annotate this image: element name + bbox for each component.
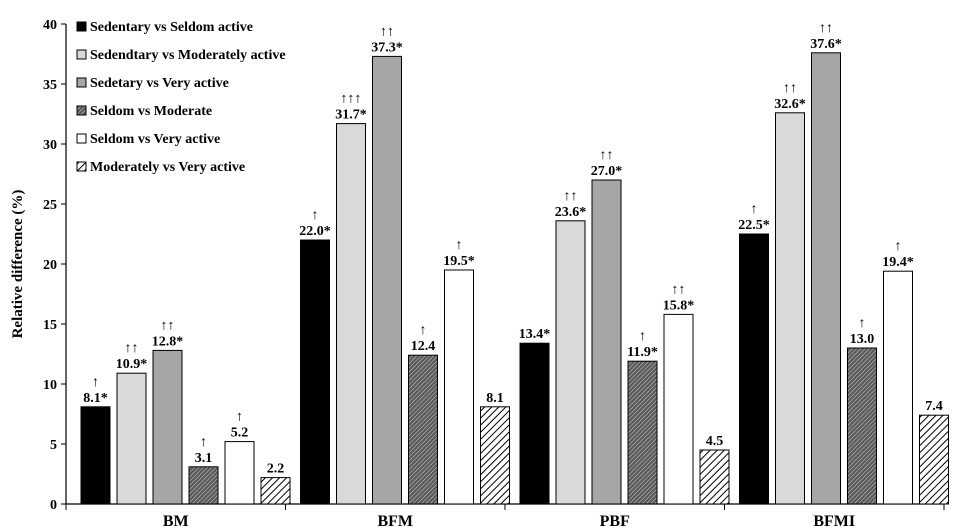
category-label: BM	[163, 513, 189, 530]
data-label: 3.1	[195, 451, 213, 466]
bar	[883, 270, 913, 505]
data-label: 12.8*	[152, 334, 184, 349]
bar	[408, 354, 438, 505]
data-labels: 8.1*↑22.0*↑13.4*22.5*↑10.9*↑↑31.7*↑↑↑23.…	[83, 21, 943, 477]
significance-arrows: ↑	[420, 323, 427, 338]
data-label: 19.5*	[443, 254, 475, 269]
data-label: 4.5	[706, 434, 724, 449]
legend-entry: Seldom vs Moderate	[90, 104, 212, 119]
legend-swatch	[76, 161, 87, 172]
category-label: BFM	[377, 513, 413, 530]
data-label: 5.2	[231, 426, 249, 441]
bar	[300, 239, 330, 505]
significance-arrows: ↑	[200, 435, 207, 450]
significance-arrows: ↑↑	[783, 81, 797, 96]
bar	[224, 441, 255, 505]
significance-arrows: ↑↑↑	[341, 92, 362, 107]
significance-arrows: ↑↑	[600, 148, 614, 163]
y-tick-label: 25	[43, 198, 57, 213]
data-label: 11.9*	[627, 345, 658, 360]
data-label: 13.0	[850, 332, 875, 347]
bar	[775, 112, 805, 505]
legend-entry: Sedendtary vs Moderately active	[90, 48, 286, 63]
data-label: 12.4	[411, 339, 436, 354]
data-label: 19.4*	[882, 255, 914, 270]
y-tick-label: 0	[50, 498, 57, 513]
significance-arrows: ↑	[751, 202, 758, 217]
data-label: 22.5*	[738, 218, 770, 233]
bar	[847, 347, 877, 505]
legend-entry: Sedetary vs Very active	[90, 76, 229, 91]
legend-swatch	[76, 49, 87, 60]
bar	[116, 372, 147, 505]
bar	[591, 179, 622, 505]
bar	[555, 220, 586, 505]
bar	[519, 342, 550, 505]
bar	[188, 466, 219, 505]
y-tick-label: 20	[43, 258, 57, 273]
y-tick-label: 15	[43, 318, 57, 333]
data-label: 27.0*	[591, 164, 623, 179]
significance-arrows: ↑↑	[161, 318, 175, 333]
bar	[372, 55, 402, 505]
legend-swatch	[76, 133, 87, 144]
y-axis-label: Relative difference (%)	[10, 190, 26, 339]
bar	[699, 449, 730, 505]
significance-arrows: ↑	[859, 316, 866, 331]
data-label: 23.6*	[555, 205, 587, 220]
legend-swatch	[76, 77, 87, 88]
legend: Sedentary vs Seldom active Sedendtary vs …	[76, 20, 286, 175]
legend-swatch	[76, 105, 87, 116]
bar	[260, 477, 291, 505]
bar	[336, 123, 366, 505]
data-label: 32.6*	[774, 97, 806, 112]
data-label: 10.9*	[116, 357, 148, 372]
data-label: 37.3*	[371, 40, 403, 55]
significance-arrows: ↑	[895, 239, 902, 254]
bar	[919, 414, 949, 505]
legend-entry: Moderately vs Very active	[90, 160, 245, 175]
bar	[152, 349, 183, 505]
bar	[627, 360, 658, 505]
y-tick-label: 5	[50, 438, 57, 453]
data-label: 22.0*	[299, 224, 331, 239]
legend-entry: Sedentary vs Seldom active	[90, 20, 253, 35]
significance-arrows: ↑	[312, 208, 319, 223]
bar	[444, 269, 474, 505]
data-label: 37.6*	[810, 37, 842, 52]
significance-arrows: ↑	[639, 329, 646, 344]
data-label: 8.1*	[83, 391, 108, 406]
significance-arrows: ↑↑	[819, 21, 833, 36]
data-label: 7.4	[925, 399, 943, 414]
bar	[80, 406, 111, 505]
legend-swatch	[76, 21, 87, 32]
data-label: 31.7*	[335, 108, 367, 123]
significance-arrows: ↑↑	[380, 24, 394, 39]
y-tick-label: 40	[43, 18, 57, 33]
y-tick-label: 10	[43, 378, 57, 393]
significance-arrows: ↑↑	[564, 189, 578, 204]
bar	[811, 52, 841, 505]
bar	[663, 313, 694, 505]
category-label: BFMI	[813, 513, 855, 530]
significance-arrows: ↑	[92, 375, 99, 390]
significance-arrows: ↑↑	[672, 282, 686, 297]
bars	[80, 52, 949, 505]
significance-arrows: ↑	[236, 410, 243, 425]
data-label: 2.2	[267, 462, 285, 477]
legend-entry: Seldom vs Very active	[90, 132, 220, 147]
significance-arrows: ↑	[456, 238, 463, 253]
data-label: 13.4*	[519, 327, 551, 342]
bar	[739, 233, 769, 505]
y-tick-label: 30	[43, 138, 57, 153]
category-label: PBF	[600, 513, 630, 530]
significance-arrows: ↑↑	[125, 341, 139, 356]
y-tick-label: 35	[43, 78, 57, 93]
data-label: 8.1	[486, 391, 504, 406]
data-label: 15.8*	[663, 298, 695, 313]
bar	[480, 406, 510, 505]
